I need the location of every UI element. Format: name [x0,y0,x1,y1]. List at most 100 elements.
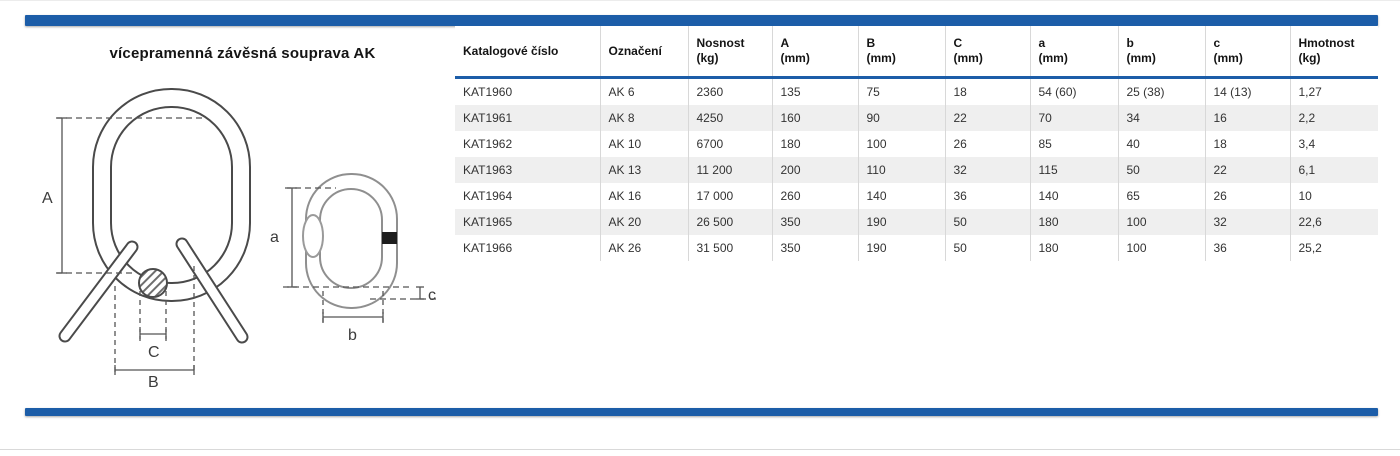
table-cell: 260 [771,183,858,209]
table-cell: 140 [1029,183,1118,209]
table-cell: 26 [1204,183,1290,209]
column-header-a: a (mm) [1029,26,1118,79]
table-cell: 18 [944,77,1030,105]
page-title: vícepramenná závěsná souprava AK [109,45,376,62]
table-cell: 34 [1117,105,1205,131]
table-cell: AK 10 [599,131,688,157]
table-cell: 2,2 [1289,105,1378,131]
table-row: KAT1963 AK 13 11 200 200 110 32 115 50 22 6,1 [455,157,1378,183]
sling-leg-right [175,237,249,344]
table-row: KAT1966 AK 26 31 500 350 190 50 180 100 36 25,2 [455,235,1378,261]
table-row: KAT1961 AK 8 4250 160 90 22 70 34 16 2,2 [455,105,1378,131]
table-cell: 160 [771,105,858,131]
table-cell: KAT1961 [463,111,513,125]
table-cell: 135 [771,77,858,105]
table-cell: 32 [1204,209,1290,235]
table-cell: AK 26 [599,235,688,261]
table-cell: 50 [1117,157,1205,183]
table-cell: 14 (13) [1204,77,1290,105]
column-header-hmotnost: Hmotnost (kg) [1289,26,1378,79]
table-cell: 100 [1117,209,1205,235]
column-header-katalogove-cislo: Katalogové číslo [455,26,600,79]
table-cell: 2360 [687,77,772,105]
table-row: KAT1965 AK 20 26 500 350 190 50 180 100 32 22,6 [455,209,1378,235]
table-cell: 75 [857,77,945,105]
table-row: KAT1964 AK 16 17 000 260 140 36 140 65 26 10 [455,183,1378,209]
table-cell: 26 [944,131,1030,157]
master-link-drawing [58,88,251,344]
dim-label-A: A [42,190,53,207]
table-cell: AK 8 [599,105,688,131]
weld-mark-icon [382,232,397,244]
column-header-oznaceni: Označení [599,26,688,79]
table-cell: 190 [857,209,945,235]
sub-link-drawing [302,173,398,309]
table-cell: AK 20 [599,209,688,235]
column-header-A: A (mm) [771,26,858,79]
column-header-c: c (mm) [1204,26,1290,79]
table-cell: 70 [1029,105,1118,131]
table-cell: 1,27 [1289,77,1378,105]
table-cell: 16 [1204,105,1290,131]
page-bottom-border [0,449,1400,450]
table-cell: 54 (60) [1029,77,1118,105]
table-cell: KAT1963 [463,163,513,177]
dim-label-b: b [348,327,357,344]
dim-label-c: c [428,287,436,304]
table-cell: 25 (38) [1117,77,1205,105]
table-cell: 25,2 [1289,235,1378,261]
spec-table: Katalogové číslo Označení Nosnost (kg) A(… [455,26,1378,261]
table-cell: 50 [944,235,1030,261]
dim-label-C: C [148,344,160,361]
table-cell: 40 [1117,131,1205,157]
table-cell: 85 [1029,131,1118,157]
table-row: KAT1962 AK 10 6700 180 100 26 85 40 18 3,4 [455,131,1378,157]
table-cell: 36 [944,183,1030,209]
table-cell: 18 [1204,131,1290,157]
dimension-drawing: A C B a b c [42,88,437,391]
dimension-lines-main [56,117,206,375]
table-cell: 190 [857,235,945,261]
table-cell: 50 [944,209,1030,235]
table-cell: 100 [1117,235,1205,261]
table-cell: 115 [1029,157,1118,183]
table-cell: 6700 [687,131,772,157]
table-cell: 6,1 [1289,157,1378,183]
table-cell: 22 [1204,157,1290,183]
link-eye-icon [302,214,324,258]
table-cell: 3,4 [1289,131,1378,157]
table-cell: KAT1966 [463,241,513,255]
table-cell: 200 [771,157,858,183]
table-cell: 26 500 [687,209,772,235]
table-cell: 10 [1289,183,1378,209]
column-header-nosnost: Nosnost (kg) [687,26,772,79]
table-cell: AK 6 [599,77,688,105]
dim-label-a: a [270,229,279,246]
sling-leg-left [58,240,139,343]
table-cell: 36 [1204,235,1290,261]
table-cell: 180 [1029,235,1118,261]
table-cell: 31 500 [687,235,772,261]
table-cell: AK 13 [599,157,688,183]
table-cell: 17 000 [687,183,772,209]
hatched-pin-icon [138,268,168,298]
table-cell: 22 [944,105,1030,131]
dim-label-B: B [148,374,159,391]
column-header-b: b (mm) [1117,26,1205,79]
table-cell: 100 [857,131,945,157]
table-row: KAT1960 AK 6 2360 135 75 18 54 (60) 25 (38) 14 (… [455,77,1378,105]
dimension-lines-sub [283,187,437,324]
table-cell: 350 [771,235,858,261]
table-cell: KAT1964 [463,189,513,203]
table-cell: 11 200 [687,157,772,183]
table-cell: 22,6 [1289,209,1378,235]
column-header-B: B (mm) [857,26,945,79]
table-cell: KAT1962 [463,137,513,151]
table-cell: 140 [857,183,945,209]
table-cell: 4250 [687,105,772,131]
table-cell: 350 [771,209,858,235]
table-cell: 65 [1117,183,1205,209]
column-header-C: C (mm) [944,26,1030,79]
table-cell: 180 [771,131,858,157]
